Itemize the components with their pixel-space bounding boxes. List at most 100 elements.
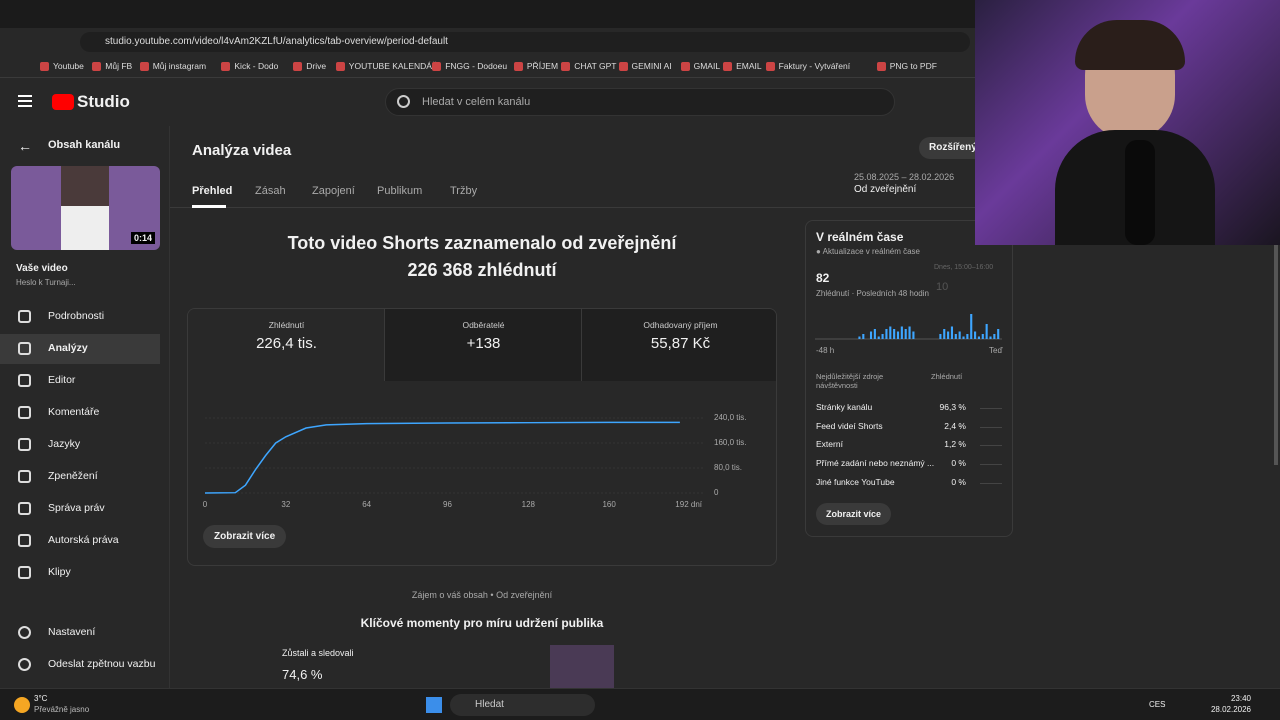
nav-item[interactable]: Podrobnosti <box>48 310 105 322</box>
bar <box>908 326 911 339</box>
bar <box>958 331 961 339</box>
tab[interactable]: Přehled <box>192 185 233 197</box>
bookmark-icon <box>293 62 303 71</box>
bar <box>993 334 996 339</box>
bookmark[interactable]: Faktury - Vytváření <box>778 61 851 71</box>
bar <box>893 329 896 339</box>
bookmark[interactable]: CHAT GPT <box>574 61 617 71</box>
yt-header: Studio Hledat v celém kanálu <box>0 78 975 126</box>
bar <box>966 334 969 339</box>
address-bar: studio.youtube.com/video/l4vAm2KZLfU/ana… <box>0 28 975 56</box>
bookmark[interactable]: YOUTUBE KALENDÁŘ <box>348 61 439 71</box>
bookmark[interactable]: Youtube <box>53 61 84 71</box>
source-spark <box>980 445 1002 447</box>
logo[interactable]: Studio <box>77 92 130 111</box>
search[interactable]: Hledat v celém kanálu <box>422 96 531 108</box>
bookmark[interactable]: Kick - Dodo <box>234 61 279 71</box>
nav-icon <box>18 566 31 579</box>
bar <box>889 326 892 339</box>
source-spark <box>980 482 1002 484</box>
nav-item[interactable]: Zpeněžení <box>48 470 98 482</box>
source-value: 2,4 % <box>944 420 966 431</box>
hover-time: Dnes, 15:00–16:00 <box>934 264 994 271</box>
x-tick-label: 0 <box>203 500 208 509</box>
nav-icon <box>18 406 31 419</box>
headline: Toto video Shorts zaznamenalo od zveřejn… <box>187 230 777 284</box>
more-button[interactable]: Zobrazit více <box>816 503 892 525</box>
bookmark[interactable]: PNG to PDF <box>889 61 937 71</box>
weather: Převážně jasno <box>34 705 90 714</box>
views-chart: 240,0 tis. 160,0 tis. 80,0 tis. 0 0 32 64 96 128… <box>203 413 747 509</box>
bookmark[interactable]: PŘÍJEM <box>526 61 559 71</box>
bookmark[interactable]: Můj FB <box>105 61 133 71</box>
source-name: Stránky kanálu <box>816 402 873 412</box>
source-spark <box>980 408 1002 409</box>
subtitle: Aktualizace v reálném čase <box>822 247 921 256</box>
tab-strip <box>0 0 975 28</box>
tab[interactable]: Zapojení <box>312 185 355 197</box>
metric-tile[interactable]: Odhadovaný příjem 55,87 Kč <box>582 309 776 381</box>
bookmark[interactable]: Drive <box>306 61 327 71</box>
metric-label: Odběratelé <box>462 320 505 330</box>
back[interactable]: Obsah kanálu <box>48 139 121 151</box>
realtime-caption[interactable]: Zhlédnutí · Posledních 48 hodin <box>816 289 929 298</box>
x-tick-label: 192 dní <box>675 500 702 509</box>
bookmark-icon <box>432 62 442 71</box>
nav-item[interactable]: Správa práv <box>48 502 105 514</box>
page-title: Analýza videa <box>192 142 292 159</box>
metric-tile[interactable]: Odběratelé +138 <box>385 309 582 381</box>
period[interactable]: Od zveřejnění <box>854 184 917 195</box>
stayed-label: Zůstali a sledovali <box>282 648 354 658</box>
bookmark-icon <box>680 62 690 71</box>
bookmark-icon <box>40 62 49 71</box>
source-value: 96,3 % <box>939 402 966 412</box>
stayed-value: 74,6 % <box>282 667 323 682</box>
tab[interactable]: Tržby <box>450 185 478 197</box>
interest: Zájem o váš obsah • Od zveřejnění <box>411 590 553 600</box>
x-tick-label: 128 <box>522 500 536 509</box>
bar <box>873 329 876 339</box>
date: 28.02.2026 <box>1210 705 1251 714</box>
search[interactable]: Hledat <box>475 699 504 710</box>
nav-item[interactable]: Nastavení <box>48 626 96 638</box>
nav-item[interactable]: Komentáře <box>48 406 100 418</box>
metric-label: Odhadovaný příjem <box>643 320 718 330</box>
tab[interactable]: Publikum <box>377 185 423 197</box>
source-spark <box>980 464 1002 466</box>
video-label: Vaše video <box>16 263 68 274</box>
tab[interactable]: Zásah <box>255 185 286 197</box>
bar <box>981 334 984 339</box>
nav-item[interactable]: Odeslat zpětnou vazbu <box>48 658 156 670</box>
sources-header: Nejdůležitější zdroje návštěvnosti <box>816 372 884 390</box>
bookmark[interactable]: GEMINI AI <box>631 61 672 71</box>
date-range: 25.08.2025 – 28.02.2026 <box>854 172 955 182</box>
nav-icon <box>18 502 31 515</box>
nav-item[interactable]: Autorská práva <box>48 534 119 546</box>
nav-item[interactable]: Analýzy <box>48 342 88 354</box>
nav-item[interactable]: Klipy <box>48 566 71 578</box>
metric-label: Zhlédnutí <box>268 320 305 330</box>
nav-item[interactable]: Jazyky <box>48 438 81 450</box>
nav-icon <box>18 374 31 387</box>
url[interactable]: studio.youtube.com/video/l4vAm2KZLfU/ana… <box>105 36 448 47</box>
sidebar: ← Obsah kanálu 0:14 Vaše video Heslo k T… <box>0 126 170 688</box>
video-preview <box>550 645 614 688</box>
nav-icon <box>18 470 31 483</box>
nav-icon <box>18 438 31 451</box>
bookmark[interactable]: FNGG - Dodoeu <box>445 61 508 71</box>
bookmark[interactable]: GMAIL <box>693 61 721 71</box>
nav-item[interactable]: Editor <box>48 374 76 386</box>
metric-tile[interactable]: Zhlédnutí 226,4 tis. <box>188 309 385 381</box>
bookmark[interactable]: EMAIL <box>736 61 762 71</box>
bookmark[interactable]: Můj instagram <box>152 61 207 71</box>
temp: 3°C <box>34 694 48 703</box>
y-tick-label: 240,0 tis. <box>714 413 746 422</box>
more-button[interactable]: Zobrazit více <box>203 525 287 548</box>
headline-line: 226 368 zhlédnutí <box>407 260 557 280</box>
sources-header: Zhlédnutí <box>931 372 963 381</box>
bookmark-icon <box>723 62 733 71</box>
thumbnail[interactable]: 0:14 <box>11 166 160 250</box>
bar <box>885 329 888 339</box>
advanced-button[interactable]: Rozšířený r <box>919 137 989 159</box>
bar <box>977 336 980 339</box>
